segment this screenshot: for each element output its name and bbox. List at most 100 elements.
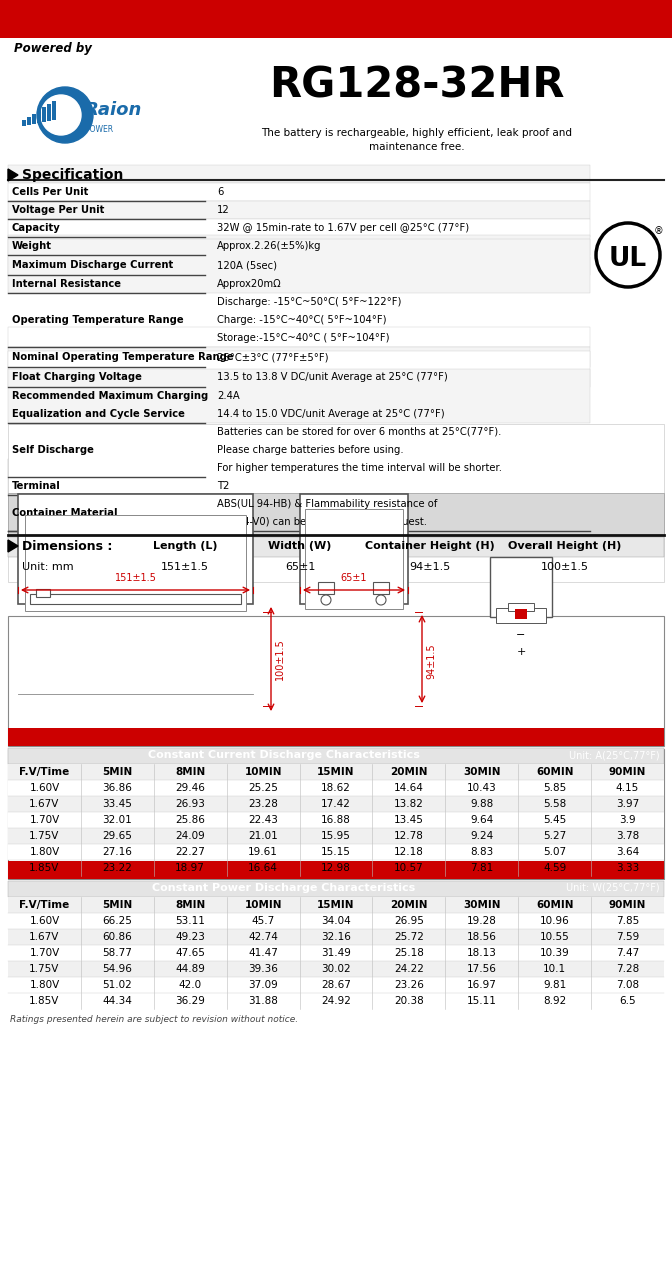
Text: 25.86: 25.86	[175, 815, 205, 826]
Text: 21.01: 21.01	[248, 831, 278, 841]
Text: Voltage Per Unit: Voltage Per Unit	[12, 205, 104, 215]
Text: 34.04: 34.04	[321, 916, 351, 925]
Bar	[8, 239, 590, 293]
Text: 19.61: 19.61	[248, 847, 278, 858]
Bar	[8, 844, 664, 860]
Text: Specification: Specification	[22, 168, 124, 182]
Circle shape	[376, 595, 386, 605]
Circle shape	[41, 95, 81, 134]
Bar	[515, 609, 527, 620]
Bar	[508, 603, 534, 611]
Text: 31.49: 31.49	[321, 948, 351, 957]
Text: Terminal: Terminal	[12, 481, 60, 492]
Text: 7.85: 7.85	[616, 916, 639, 925]
Bar	[8, 748, 664, 764]
Bar	[8, 929, 664, 945]
Text: Weight: Weight	[12, 241, 52, 251]
Text: 100±1.5: 100±1.5	[275, 639, 285, 680]
Bar	[305, 509, 403, 609]
Text: 12: 12	[217, 205, 230, 215]
Text: 30MIN: 30MIN	[463, 767, 501, 777]
Text: 10MIN: 10MIN	[245, 900, 282, 910]
Text: 20MIN: 20MIN	[390, 900, 427, 910]
Text: Overall Height (H): Overall Height (H)	[508, 541, 622, 550]
Text: 24.09: 24.09	[175, 831, 205, 841]
Polygon shape	[8, 169, 18, 180]
Bar	[300, 494, 408, 604]
Bar	[37, 110, 40, 123]
Text: T2: T2	[217, 481, 229, 492]
Text: 23.28: 23.28	[248, 799, 278, 809]
Text: +: +	[516, 646, 526, 657]
Text: UL: UL	[609, 246, 647, 271]
Text: 12.98: 12.98	[321, 863, 351, 873]
Text: 1.60V: 1.60V	[30, 783, 60, 794]
Text: 3.78: 3.78	[616, 831, 639, 841]
Text: Approx.2.26(±5%)kg: Approx.2.26(±5%)kg	[217, 241, 321, 251]
Bar	[47, 104, 50, 122]
Text: 16.88: 16.88	[321, 815, 351, 826]
Text: RG128-32HR: RG128-32HR	[269, 64, 564, 106]
Text: Container Material: Container Material	[12, 508, 118, 518]
Text: Operating Temperature Range: Operating Temperature Range	[12, 315, 183, 325]
Text: 16.97: 16.97	[467, 980, 497, 989]
Text: F.V/Time: F.V/Time	[19, 900, 70, 910]
Bar	[8, 347, 590, 367]
Text: 36.86: 36.86	[102, 783, 132, 794]
Text: 1.67V: 1.67V	[30, 799, 60, 809]
Text: Self Discharge: Self Discharge	[12, 445, 94, 454]
Text: For higher temperatures the time interval will be shorter.: For higher temperatures the time interva…	[217, 463, 502, 474]
Text: 41.47: 41.47	[248, 948, 278, 957]
Text: 10.43: 10.43	[467, 783, 497, 794]
Text: 90MIN: 90MIN	[609, 900, 646, 910]
Text: 17.56: 17.56	[467, 964, 497, 974]
Text: 8MIN: 8MIN	[175, 767, 206, 777]
Text: 39.36: 39.36	[248, 964, 278, 974]
Text: 65±1: 65±1	[341, 573, 368, 582]
Text: 13.82: 13.82	[394, 799, 424, 809]
Text: 42.0: 42.0	[179, 980, 202, 989]
Text: (UL 94-V0) can be available upon request.: (UL 94-V0) can be available upon request…	[217, 517, 427, 527]
Text: 53.11: 53.11	[175, 916, 205, 925]
Text: 10.96: 10.96	[540, 916, 570, 925]
Text: Discharge: -15°C~50°C( 5°F~122°F): Discharge: -15°C~50°C( 5°F~122°F)	[217, 297, 401, 307]
Bar	[52, 101, 56, 120]
Bar	[8, 764, 664, 780]
Text: 2.4A: 2.4A	[217, 390, 240, 401]
Text: 100±1.5: 100±1.5	[541, 562, 589, 572]
Text: 18.56: 18.56	[467, 932, 497, 942]
Text: 10.1: 10.1	[543, 964, 566, 974]
Text: Equalization and Cycle Service: Equalization and Cycle Service	[12, 410, 185, 419]
Text: 26.93: 26.93	[175, 799, 205, 809]
Text: 6.5: 6.5	[619, 996, 636, 1006]
Text: Raion: Raion	[85, 101, 142, 119]
Text: Maximum Discharge Current: Maximum Discharge Current	[12, 260, 173, 270]
Text: The battery is rechargeable, highly efficient, leak proof and
maintenance free.: The battery is rechargeable, highly effi…	[261, 128, 572, 152]
Text: 65±1: 65±1	[285, 562, 315, 572]
Bar	[8, 945, 664, 961]
Text: 10.39: 10.39	[540, 948, 570, 957]
Bar	[0, 0, 672, 38]
Bar	[8, 616, 664, 746]
Text: 54.96: 54.96	[102, 964, 132, 974]
Text: 49.23: 49.23	[175, 932, 205, 942]
Text: 22.27: 22.27	[175, 847, 205, 858]
Bar	[8, 881, 664, 897]
Text: 15.95: 15.95	[321, 831, 351, 841]
Text: 33.45: 33.45	[102, 799, 132, 809]
Bar	[8, 424, 664, 582]
Bar	[8, 236, 590, 255]
Text: 13.5 to 13.8 V DC/unit Average at 25°C (77°F): 13.5 to 13.8 V DC/unit Average at 25°C (…	[217, 372, 448, 381]
Text: 120A (5sec): 120A (5sec)	[217, 260, 277, 270]
Text: 66.25: 66.25	[102, 916, 132, 925]
Bar	[373, 582, 389, 594]
Text: 7.08: 7.08	[616, 980, 639, 989]
Bar	[8, 201, 590, 219]
Bar	[8, 897, 664, 913]
Text: Unit: mm: Unit: mm	[22, 562, 74, 572]
Bar	[8, 780, 664, 796]
Bar	[8, 257, 590, 275]
Bar	[42, 108, 46, 122]
Text: 6: 6	[217, 187, 223, 197]
Text: 3.97: 3.97	[616, 799, 639, 809]
